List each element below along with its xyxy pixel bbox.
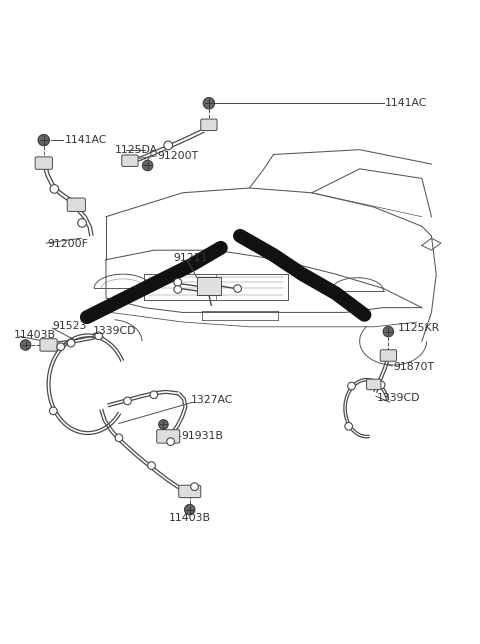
FancyBboxPatch shape — [122, 155, 138, 166]
Circle shape — [164, 141, 172, 149]
Circle shape — [345, 422, 352, 430]
Circle shape — [167, 438, 174, 446]
Circle shape — [49, 407, 57, 415]
Text: 11403B: 11403B — [14, 330, 56, 341]
Circle shape — [38, 135, 49, 146]
Circle shape — [174, 286, 181, 293]
Circle shape — [150, 391, 157, 399]
Text: 1327AC: 1327AC — [191, 395, 234, 406]
Text: 1339CD: 1339CD — [376, 393, 420, 402]
Text: 11403B: 11403B — [169, 513, 211, 523]
Circle shape — [78, 218, 86, 227]
Circle shape — [124, 397, 132, 405]
Circle shape — [50, 185, 59, 193]
FancyBboxPatch shape — [35, 157, 52, 169]
Text: 1125DA: 1125DA — [115, 145, 158, 155]
Text: 1141AC: 1141AC — [64, 135, 107, 145]
Circle shape — [95, 332, 103, 339]
Circle shape — [20, 339, 31, 350]
FancyBboxPatch shape — [67, 198, 85, 211]
Circle shape — [203, 97, 215, 109]
Text: 91523: 91523 — [52, 321, 87, 331]
Circle shape — [383, 327, 394, 337]
Circle shape — [377, 381, 385, 389]
Text: 91200F: 91200F — [48, 240, 88, 249]
Circle shape — [158, 420, 168, 429]
FancyBboxPatch shape — [179, 485, 201, 498]
FancyBboxPatch shape — [157, 430, 180, 443]
FancyBboxPatch shape — [201, 119, 217, 131]
Text: 1125KR: 1125KR — [398, 323, 440, 333]
Text: 91200T: 91200T — [157, 151, 199, 161]
Text: 91870T: 91870T — [393, 363, 434, 372]
FancyBboxPatch shape — [40, 339, 57, 351]
FancyBboxPatch shape — [367, 379, 381, 390]
Text: 1141AC: 1141AC — [385, 99, 427, 108]
Circle shape — [67, 339, 75, 347]
FancyBboxPatch shape — [380, 350, 396, 361]
Circle shape — [191, 483, 198, 491]
Circle shape — [348, 382, 355, 390]
Bar — [197, 278, 221, 295]
Circle shape — [184, 504, 195, 515]
Circle shape — [143, 160, 153, 171]
Text: 1339CD: 1339CD — [93, 326, 137, 336]
Circle shape — [115, 434, 123, 442]
Circle shape — [148, 462, 156, 469]
Text: 91931B: 91931B — [181, 431, 224, 441]
Circle shape — [174, 278, 181, 286]
Circle shape — [57, 343, 64, 350]
Circle shape — [234, 285, 241, 292]
Text: 91211: 91211 — [173, 253, 207, 263]
